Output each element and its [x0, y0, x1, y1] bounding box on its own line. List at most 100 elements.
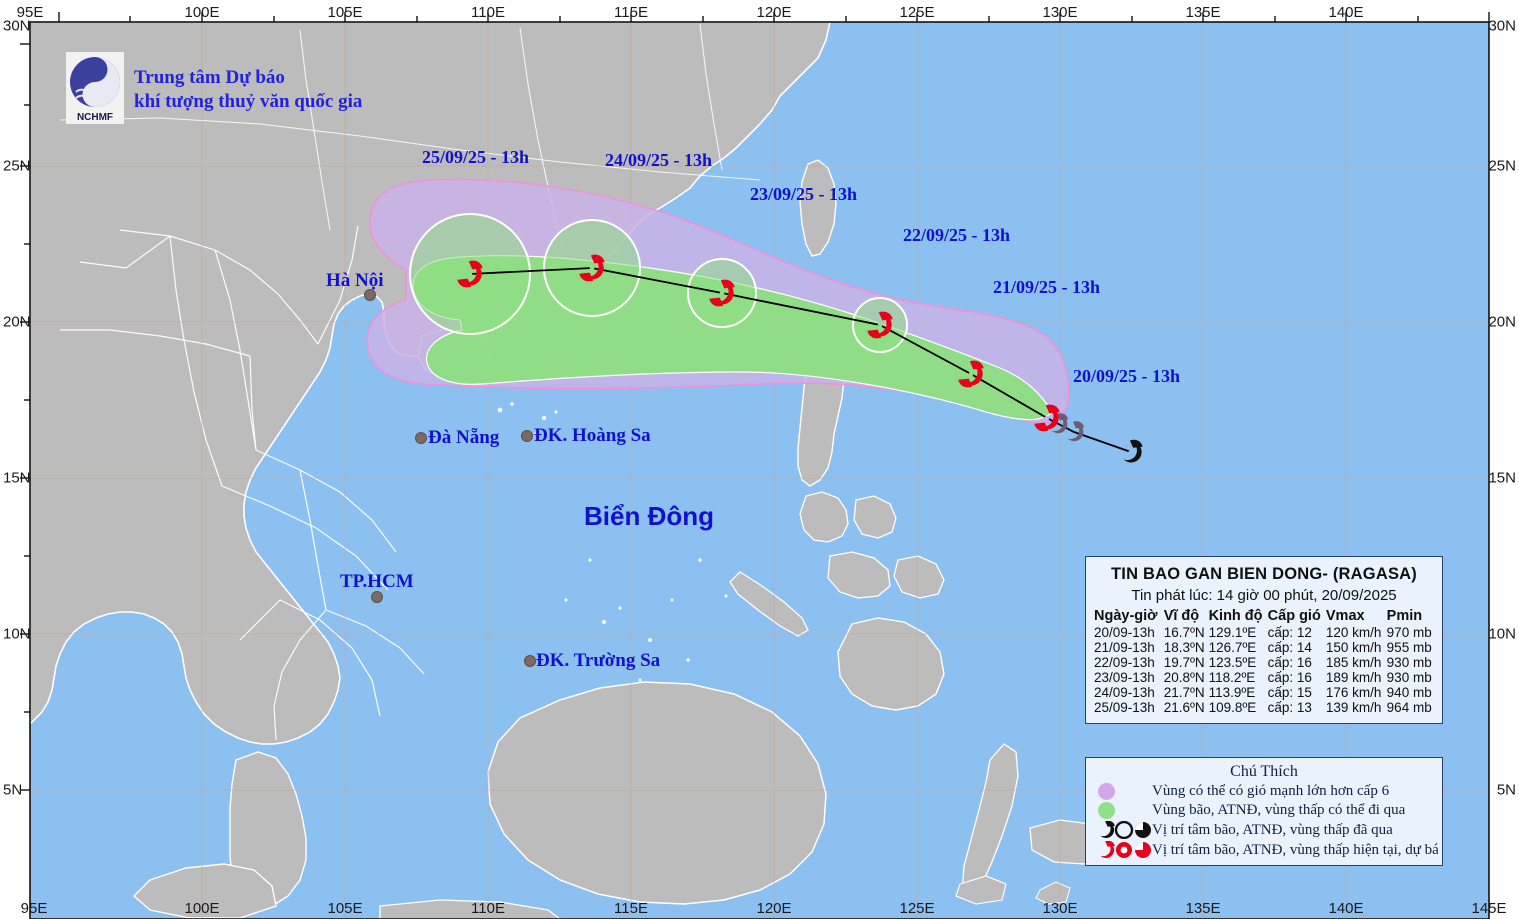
table-row: 24/09-13h 21.7ºN 113.9ºE cấp: 15 176 km/… — [1092, 685, 1436, 700]
cell-datetime: 21/09-13h — [1094, 640, 1155, 655]
axis-label-lat-left-1: 25N — [3, 157, 31, 175]
cell-datetime: 23/09-13h — [1094, 670, 1155, 685]
logo-acronym: NCHMF — [77, 112, 113, 123]
cell-pmin: 930 mb — [1386, 655, 1432, 670]
col-header-wind-level: Cấp gió — [1267, 608, 1321, 624]
axis-label-lon-bottom-10: 145E — [1471, 900, 1507, 917]
forecast-date-label-23-09: 23/09/25 - 13h — [750, 184, 858, 204]
forecast-date-label-21-09: 21/09/25 - 13h — [993, 277, 1101, 297]
cell-longitude: 129.1ºE — [1208, 625, 1257, 640]
axis-label-lat-left-3: 15N — [3, 469, 31, 487]
table-row: 21/09-13h 18.3ºN 126.7ºE cấp: 14 150 km/… — [1092, 640, 1436, 655]
forecast-date-label-25-09: 25/09/25 - 13h — [422, 147, 530, 167]
legend-item-storm-zone: Vùng bão, ATNĐ, vùng thấp có thể đi qua — [1090, 802, 1438, 819]
forecast-date-label-22-09: 22/09/25 - 13h — [903, 225, 1011, 245]
axis-label-lat-right-5: 5N — [1496, 781, 1516, 799]
city-marker-tp-hcm — [371, 591, 383, 603]
legend-swatch-current-symbols-icon — [1090, 841, 1152, 859]
cell-latitude: 19.7ºN — [1163, 655, 1205, 670]
cell-pmin: 940 mb — [1386, 685, 1432, 700]
col-header-latitude: Vĩ độ — [1163, 608, 1200, 624]
col-header-longitude: Kinh độ — [1208, 608, 1263, 624]
cell-latitude: 21.6ºN — [1163, 700, 1205, 715]
organization-name-line1: Trung tâm Dự báo — [134, 67, 285, 88]
cell-datetime: 25/09-13h — [1094, 700, 1155, 715]
storm-info-issued-time: Tin phát lúc: 14 giờ 00 phút, 20/09/2025 — [1131, 587, 1397, 604]
legend-text-past-positions: Vị trí tâm bão, ATNĐ, vùng thấp đã qua — [1152, 821, 1393, 838]
col-header-vmax: Vmax — [1325, 608, 1365, 624]
forecast-date-label-20-09: 20/09/25 - 13h — [1073, 366, 1181, 386]
axis-label-lat-right-3: 15N — [1488, 469, 1516, 487]
axis-label-lat-left-2: 20N — [3, 313, 31, 331]
cell-latitude: 21.7ºN — [1163, 685, 1205, 700]
cell-vmax: 176 km/h — [1325, 685, 1382, 700]
cell-longitude: 123.5ºE — [1208, 655, 1257, 670]
table-row: 20/09-13h 16.7ºN 129.1ºE cấp: 12 120 km/… — [1092, 625, 1436, 640]
table-row: 25/09-13h 21.6ºN 109.8ºE cấp: 13 139 km/… — [1092, 700, 1436, 715]
city-label-da-nang: Đà Nẵng — [428, 427, 500, 448]
axis-label-lat-right-4: 10N — [1488, 625, 1516, 643]
axis-label-lat-left-4: 10N — [3, 625, 31, 643]
cell-pmin: 970 mb — [1386, 625, 1432, 640]
axis-label-lon-top-4: 115E — [614, 4, 648, 21]
axis-label-lon-top-7: 130E — [1042, 4, 1078, 21]
col-header-pmin: Pmin — [1386, 608, 1423, 624]
axis-label-lat-right-2: 20N — [1488, 313, 1516, 331]
cell-wind-level: cấp: 16 — [1267, 670, 1312, 685]
legend-swatch-purple-circle-icon — [1090, 783, 1152, 800]
map-legend-panel: Chú Thích Vùng có thể có gió mạnh lớn hơ… — [1085, 757, 1443, 866]
legend-item-past-positions: Vị trí tâm bão, ATNĐ, vùng thấp đã qua — [1090, 821, 1438, 839]
legend-text-wind-zone: Vùng có thể có gió mạnh lớn hơn cấp 6 — [1152, 783, 1390, 799]
cell-datetime: 22/09-13h — [1094, 655, 1155, 670]
legend-swatch-past-symbols-icon — [1090, 821, 1152, 839]
cell-longitude: 113.9ºE — [1208, 685, 1256, 700]
city-label-truong-sa: ĐK. Trường Sa — [536, 650, 661, 671]
axis-label-lon-bottom-2: 105E — [327, 900, 363, 917]
cell-vmax: 189 km/h — [1325, 670, 1382, 685]
forecast-table: Ngày-giờ Vĩ độ Kinh độ Cấp gió Vmax Pmin… — [1092, 608, 1436, 715]
axis-label-lon-bottom-4: 115E — [614, 900, 648, 917]
cell-wind-level: cấp: 13 — [1267, 700, 1312, 715]
axis-label-lon-top-3: 110E — [471, 4, 505, 21]
forecast-date-label-24-09: 24/09/25 - 13h — [605, 150, 713, 170]
table-row: 22/09-13h 19.7ºN 123.5ºE cấp: 16 185 km/… — [1092, 655, 1436, 670]
axis-label-lon-bottom-5: 120E — [756, 900, 792, 917]
legend-title: Chú Thích — [1230, 763, 1298, 780]
organization-name: Trung tâm Dự báo khí tượng thuỷ văn quốc… — [134, 66, 362, 114]
cell-pmin: 955 mb — [1386, 640, 1432, 655]
cell-pmin: 930 mb — [1386, 670, 1432, 685]
forecast-position-markers — [457, 254, 1060, 432]
axis-label-lon-bottom-8: 135E — [1185, 900, 1221, 917]
nchmf-logo-icon: NCHMF — [66, 52, 124, 124]
axis-label-lon-top-0: 95E — [16, 4, 44, 21]
city-label-tp-hcm: TP.HCM — [340, 571, 414, 592]
axis-label-lon-bottom-7: 130E — [1042, 900, 1078, 917]
axis-label-lon-bottom-6: 125E — [899, 900, 935, 917]
axis-label-lon-bottom-9: 140E — [1328, 900, 1364, 917]
legend-item-current-forecast-positions: Vị trí tâm bão, ATNĐ, vùng thấp hiện tại… — [1090, 841, 1438, 859]
cell-vmax: 150 km/h — [1325, 640, 1382, 655]
city-marker-da-nang — [415, 432, 427, 444]
city-marker-truong-sa — [524, 655, 536, 667]
cell-longitude: 118.2ºE — [1208, 670, 1256, 685]
sea-label-bien-dong: Biển Đông — [584, 501, 714, 531]
axis-label-lat-left-5: 5N — [3, 781, 23, 799]
legend-swatch-green-circle-icon — [1090, 802, 1152, 819]
storm-info-title: TIN BAO GAN BIEN DONG- (RAGASA) — [1111, 565, 1417, 583]
legend-text-current-forecast-positions: Vị trí tâm bão, ATNĐ, vùng thấp hiện tại… — [1152, 841, 1438, 858]
legend-item-wind-zone: Vùng có thể có gió mạnh lớn hơn cấp 6 — [1090, 783, 1438, 800]
storm-info-panel: TIN BAO GAN BIEN DONG- (RAGASA) Tin phát… — [1085, 556, 1443, 724]
axis-label-lon-top-1: 100E — [184, 4, 220, 21]
city-marker-ha-noi — [364, 289, 376, 301]
legend-text-storm-zone: Vùng bão, ATNĐ, vùng thấp có thể đi qua — [1152, 802, 1406, 818]
axis-label-lon-bottom-1: 100E — [184, 900, 220, 917]
organization-name-line2: khí tượng thuỷ văn quốc gia — [134, 90, 363, 112]
cell-pmin: 964 mb — [1386, 700, 1432, 715]
cell-datetime: 24/09-13h — [1094, 685, 1155, 700]
cell-longitude: 126.7ºE — [1208, 640, 1257, 655]
axis-label-lon-top-6: 125E — [899, 4, 935, 21]
cell-wind-level: cấp: 15 — [1267, 685, 1312, 700]
cell-wind-level: cấp: 16 — [1267, 655, 1312, 670]
